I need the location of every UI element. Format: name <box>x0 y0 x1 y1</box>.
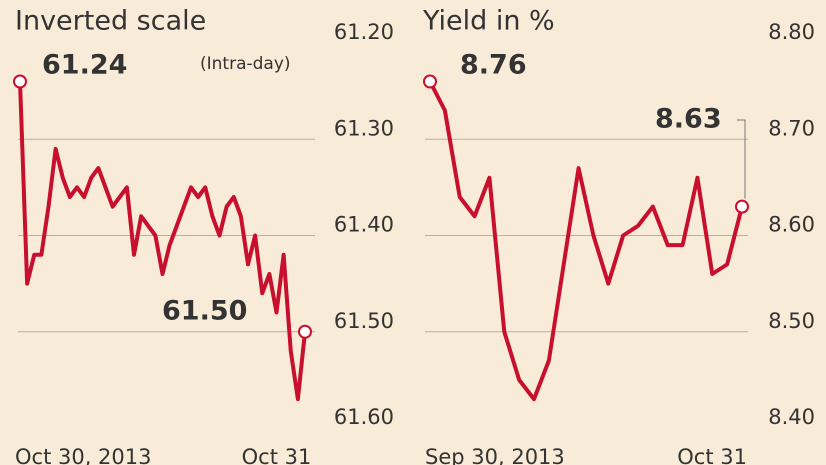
y-tick-label: 61.20 <box>334 20 394 44</box>
annotation: 8.63 <box>655 104 722 135</box>
data-line <box>18 81 307 402</box>
annotation: 8.76 <box>460 50 527 81</box>
y-tick-label: 61.60 <box>334 405 394 429</box>
x-tick-label: Sep 30, 2013 <box>425 445 565 465</box>
leader-line <box>737 119 746 199</box>
data-line <box>428 80 744 402</box>
y-tick-label: 8.80 <box>768 20 815 44</box>
y-tick-label: 61.50 <box>334 309 394 333</box>
x-tick-label: Oct 31 <box>242 445 312 465</box>
y-tick-label: 61.30 <box>334 116 394 140</box>
end-marker <box>298 324 312 339</box>
x-tick-label: Oct 31 <box>677 445 747 465</box>
y-tick-label: 8.70 <box>768 116 815 140</box>
y-tick-label: 61.40 <box>334 213 394 237</box>
annotation: 61.50 <box>162 296 247 327</box>
annotation: 61.24 <box>42 50 127 81</box>
chart-title: Inverted scale <box>15 6 206 37</box>
end-marker <box>735 199 749 214</box>
y-tick-label: 8.50 <box>768 309 815 333</box>
end-marker <box>423 74 437 89</box>
end-marker <box>13 74 27 89</box>
chart-title: Yield in % <box>422 6 555 37</box>
x-tick-label: Oct 30, 2013 <box>15 445 152 465</box>
y-tick-label: 8.40 <box>768 405 815 429</box>
y-tick-label: 8.60 <box>768 213 815 237</box>
annotation: (Intra-day) <box>200 54 291 74</box>
